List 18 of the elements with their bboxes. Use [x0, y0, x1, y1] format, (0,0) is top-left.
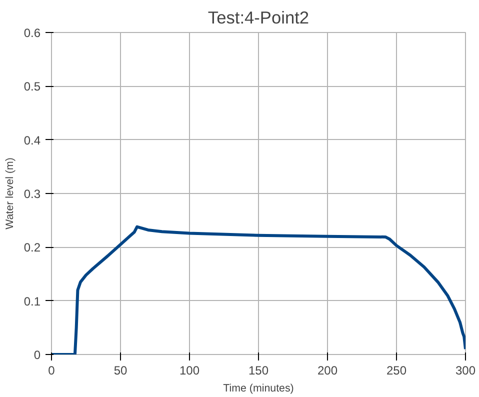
y-tick-label: 0.5 — [24, 80, 41, 94]
x-tick-label: 200 — [317, 364, 338, 378]
x-tick-label: 0 — [48, 364, 56, 378]
x-tick-label: 50 — [114, 364, 128, 378]
x-tick-label: 150 — [248, 364, 269, 378]
y-axis-title: Water level (m) — [4, 158, 16, 230]
y-tick-label: 0.1 — [24, 294, 41, 308]
x-axis-title: Time (minutes) — [223, 382, 294, 394]
x-tick-label: 300 — [455, 364, 476, 378]
y-tick-label: 0.2 — [24, 240, 41, 255]
line-series — [52, 225, 466, 354]
chart-title: Test:4-Point2 — [208, 8, 310, 28]
y-tick-label: 0.3 — [24, 187, 41, 201]
y-tick-label: 0 — [34, 348, 41, 362]
y-tick-label: 0.6 — [24, 26, 41, 40]
x-tick-label: 100 — [179, 364, 200, 378]
x-tick-label: 250 — [386, 364, 407, 378]
y-tick-label: 0.4 — [24, 133, 41, 148]
